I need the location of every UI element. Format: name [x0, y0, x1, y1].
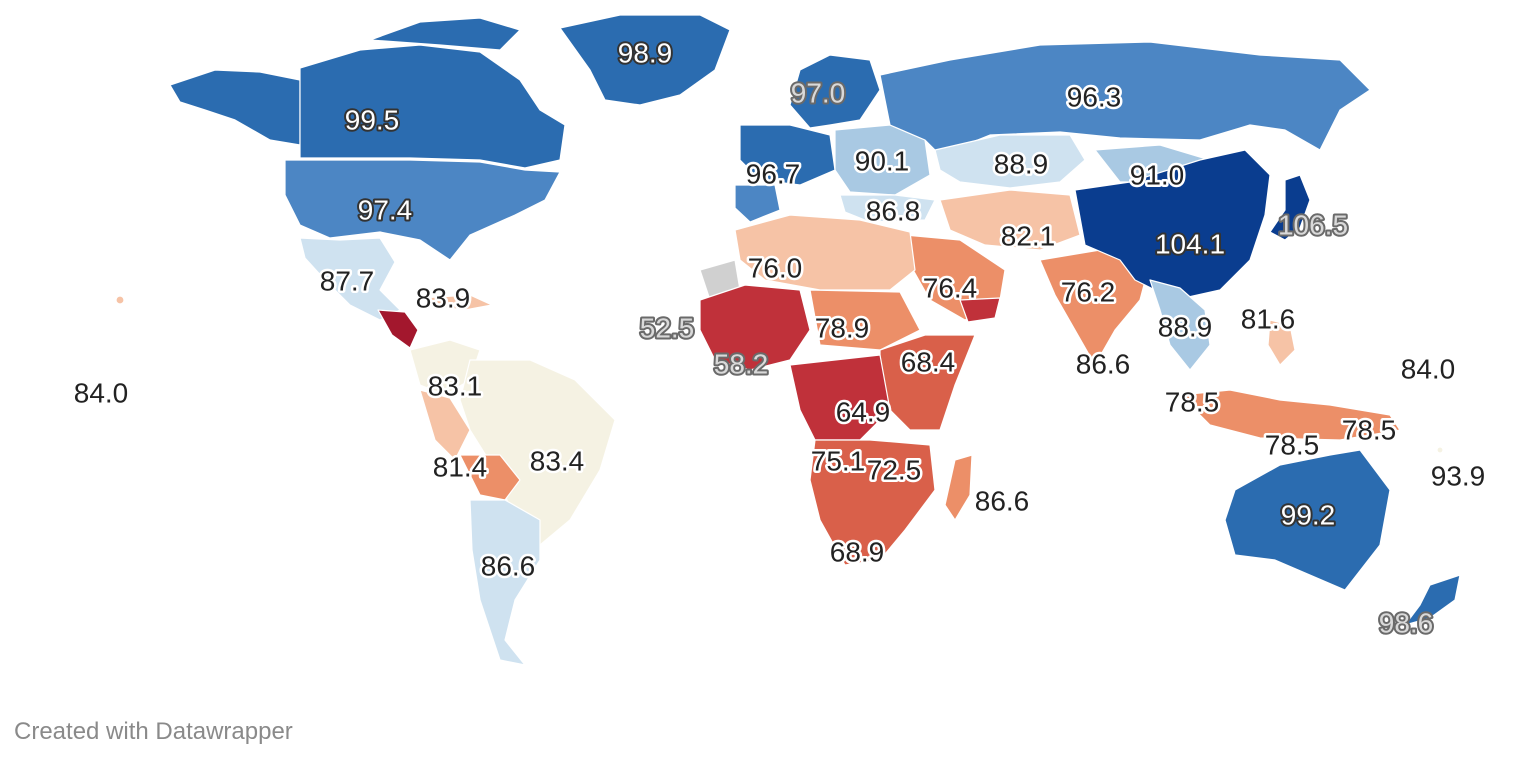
region-japan [1269, 174, 1311, 241]
region-alaska [169, 69, 301, 146]
region-canada [299, 44, 566, 169]
value-label-turkey: 86.8 [866, 195, 921, 226]
value-label-fiji: 93.9 [1431, 460, 1486, 491]
value-label-usa: 97.4 [358, 194, 413, 225]
region-fiji [1436, 446, 1444, 454]
value-label-angola: 75.1 [811, 445, 866, 476]
value-label-australia: 99.2 [1281, 499, 1336, 530]
region-scandinavia [789, 54, 881, 129]
value-label-hawaii: 84.0 [74, 377, 129, 408]
region-iberia [734, 184, 781, 223]
value-label-pakistan: 76.2 [1061, 276, 1116, 307]
region-argentina [469, 499, 541, 666]
region-chad-sudan [809, 289, 921, 351]
value-label-philippines: 81.6 [1241, 303, 1296, 334]
value-label-png: 78.5 [1342, 414, 1397, 445]
value-label-cuba: 83.9 [416, 282, 471, 313]
value-label-zambia: 72.5 [867, 454, 922, 485]
value-label-madagascar: 86.6 [975, 485, 1030, 516]
region-north-africa [734, 214, 916, 291]
datawrapper-credit: Created with Datawrapper [14, 718, 293, 745]
region-central-america [377, 309, 419, 349]
value-label-greenland: 98.9 [618, 37, 673, 68]
value-label-congo: 64.9 [836, 396, 891, 427]
value-label-kazakhstan: 88.9 [994, 148, 1049, 179]
region-russia [879, 41, 1371, 156]
region-arctic-islands [369, 17, 521, 51]
value-label-micronesia: 84.0 [1401, 353, 1456, 384]
value-label-chad: 78.9 [815, 312, 870, 343]
region-greenland [559, 14, 731, 106]
region-indonesia [1179, 389, 1401, 441]
world-choropleth-map: 98.9 99.5 97.4 87.7 83.9 84.0 83.1 81.4 83.4 86.6… [71, 14, 1488, 666]
land-layer [115, 14, 1461, 666]
value-label-india: 86.6 [1076, 348, 1131, 379]
region-mexico [299, 237, 401, 321]
region-kazakhstan [934, 134, 1086, 189]
region-new-zealand [1404, 574, 1461, 626]
value-label-iran: 82.1 [1001, 220, 1056, 251]
region-turkey [839, 194, 936, 223]
region-western-europe [739, 124, 836, 186]
value-label-bolivia: 81.4 [433, 451, 488, 482]
region-yemen [959, 297, 1001, 323]
region-caribbean [419, 294, 493, 311]
value-label-scandinavia: 97.0 [791, 77, 846, 108]
region-madagascar [944, 454, 973, 521]
value-label-thailand: 88.9 [1158, 311, 1213, 342]
value-label-mauritania: 52.5 [640, 312, 695, 343]
value-label-brazil: 83.4 [530, 445, 585, 476]
value-label-algeria: 76.0 [748, 252, 803, 283]
value-label-saudi: 76.4 [923, 272, 978, 303]
region-southern-africa [809, 439, 936, 566]
region-iran [939, 189, 1081, 251]
value-label-argentina: 86.6 [481, 550, 536, 581]
value-label-japan: 106.5 [1278, 209, 1348, 240]
value-label-guinea: 58.2 [714, 348, 769, 379]
region-hawaii [115, 295, 125, 305]
value-label-mongolia: 91.0 [1130, 159, 1185, 190]
region-philippines [1267, 319, 1296, 366]
region-china [1074, 149, 1271, 301]
value-label-eastern-europe: 90.1 [855, 145, 910, 176]
value-label-colombia: 83.1 [428, 370, 483, 401]
region-southeast-asia [1149, 279, 1211, 371]
value-label-new-zealand: 98.6 [1379, 607, 1434, 638]
region-peru [419, 389, 471, 461]
region-brazil [459, 359, 616, 546]
value-label-canada: 99.5 [345, 104, 400, 135]
value-label-china: 104.1 [1155, 228, 1225, 259]
value-label-malaysia: 78.5 [1165, 386, 1220, 417]
region-usa [284, 159, 561, 261]
region-australia [1224, 449, 1391, 591]
value-label-ethiopia: 68.4 [901, 346, 956, 377]
value-label-western-europe: 96.7 [746, 158, 801, 189]
value-label-south-africa: 68.9 [830, 536, 885, 567]
value-label-russia: 96.3 [1067, 81, 1122, 112]
region-west-africa [699, 284, 811, 371]
region-bolivia [459, 454, 521, 501]
value-label-mexico: 87.7 [320, 265, 375, 296]
value-label-indonesia: 78.5 [1265, 429, 1320, 460]
value-labels: 98.9 99.5 97.4 87.7 83.9 84.0 83.1 81.4 83.4 86.6… [71, 35, 1488, 640]
